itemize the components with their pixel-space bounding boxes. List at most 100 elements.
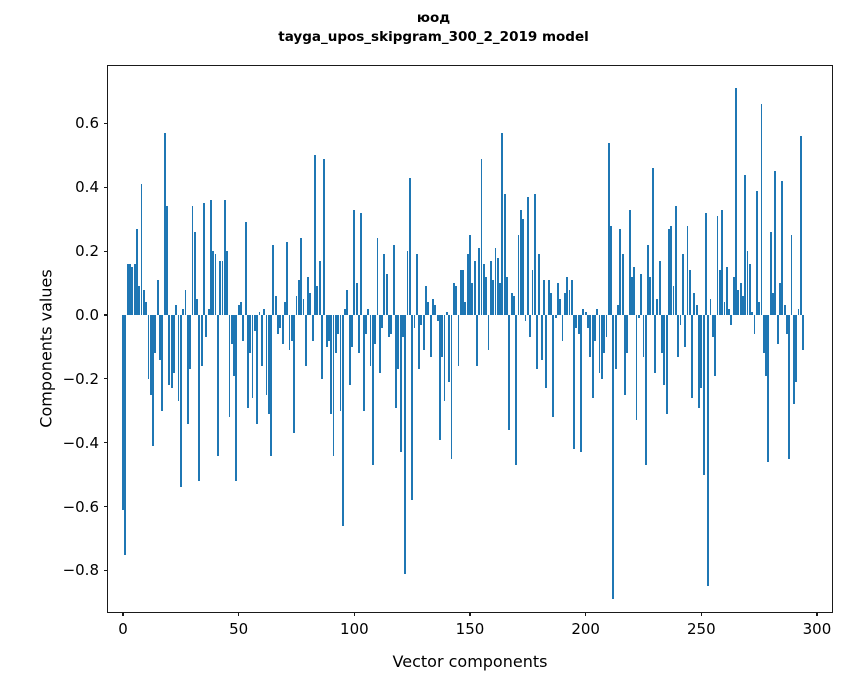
bar <box>443 315 446 402</box>
x-tick-label: 50 <box>229 620 249 638</box>
bar <box>665 315 668 415</box>
bar <box>728 308 730 316</box>
bar <box>182 308 185 316</box>
bar <box>577 315 580 335</box>
y-tick-mark <box>104 122 108 125</box>
bar <box>341 315 344 526</box>
bar <box>362 315 365 411</box>
bar <box>307 276 309 316</box>
bar <box>737 289 740 316</box>
bar <box>746 251 749 316</box>
x-tick-label: 150 <box>455 620 485 638</box>
bar <box>240 302 242 316</box>
bar <box>270 315 272 456</box>
bar <box>580 315 582 453</box>
bar <box>286 241 289 316</box>
bar <box>309 292 312 316</box>
bar <box>230 315 233 344</box>
bar <box>214 254 217 316</box>
bar <box>279 315 282 328</box>
bar <box>492 279 495 316</box>
bar <box>792 315 795 405</box>
bar <box>769 232 772 316</box>
bar <box>753 315 756 335</box>
bar <box>744 174 747 316</box>
bar <box>552 315 555 418</box>
bar <box>538 254 541 316</box>
bar <box>545 315 548 389</box>
bar <box>392 244 395 316</box>
bar <box>739 283 742 316</box>
bar <box>674 206 677 316</box>
bar <box>198 315 201 482</box>
bar <box>774 171 777 316</box>
x-tick-label: 0 <box>118 620 128 638</box>
bar <box>656 299 659 316</box>
bar <box>152 315 155 446</box>
bar <box>702 315 705 475</box>
bar <box>575 315 578 328</box>
bar <box>415 254 418 316</box>
bar <box>647 244 650 316</box>
bar <box>524 315 527 322</box>
bar <box>184 289 187 316</box>
bar <box>568 289 571 316</box>
bar <box>355 283 358 316</box>
bar <box>478 248 481 316</box>
bar <box>385 273 388 316</box>
plot-axes: 0.6 0.4 0.2 0.0 −0.2 −0.4 −0.6 −0.8 0 50 100 150 20… <box>63 65 833 638</box>
bar <box>223 200 226 316</box>
bar <box>408 177 411 316</box>
bar <box>711 315 714 338</box>
bar <box>265 315 268 395</box>
bar <box>612 315 615 600</box>
bar <box>721 209 724 316</box>
bar <box>582 308 585 316</box>
bar <box>367 308 370 316</box>
bar <box>422 315 425 351</box>
bar <box>321 315 323 379</box>
bar <box>397 315 400 370</box>
bar <box>353 209 356 316</box>
bar <box>432 299 434 316</box>
bar <box>233 315 235 376</box>
bar <box>344 308 346 316</box>
bar <box>159 315 161 360</box>
bar <box>156 279 159 316</box>
bar <box>691 315 693 399</box>
y-tick-mark <box>104 378 108 380</box>
bar <box>332 315 335 456</box>
bar <box>464 302 467 316</box>
bar <box>772 292 774 316</box>
bar <box>723 302 726 316</box>
bar <box>249 315 252 354</box>
bar <box>251 315 254 399</box>
bar <box>649 276 652 316</box>
bar <box>376 238 379 316</box>
x-tick-mark <box>353 612 355 616</box>
bar <box>295 295 298 316</box>
y-tick-mark <box>104 250 108 252</box>
x-tick-label: 300 <box>802 620 832 638</box>
bar <box>360 212 363 316</box>
bar <box>388 315 390 338</box>
bar <box>348 315 351 386</box>
bar <box>630 276 633 316</box>
chart-title: юод tayga_upos_skipgram_300_2_2019 model <box>0 9 867 47</box>
bar <box>802 315 804 351</box>
bar <box>327 315 330 341</box>
bar <box>790 235 793 316</box>
bar <box>242 315 245 341</box>
bar <box>452 283 455 316</box>
bar <box>212 251 215 316</box>
bar <box>210 200 212 316</box>
bar <box>129 263 131 316</box>
bar <box>644 315 647 466</box>
bar <box>466 254 469 316</box>
bar <box>258 311 261 316</box>
bar <box>274 295 277 316</box>
bar <box>284 302 286 316</box>
bar <box>501 133 504 316</box>
bar <box>439 315 441 440</box>
bar <box>411 315 414 501</box>
